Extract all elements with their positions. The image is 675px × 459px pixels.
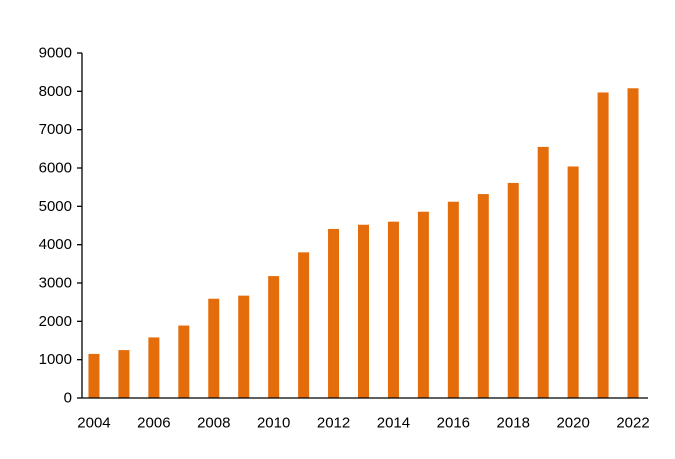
y-tick-label-4000: 4000: [39, 236, 72, 253]
bar-2009: [238, 295, 250, 398]
x-tick-label-2008: 2008: [197, 415, 230, 432]
x-axis: 2004 2006 2008 2010 2012 2014 2016 2018 2020 2022: [77, 397, 650, 432]
bar-2011: [298, 252, 310, 398]
y-axis: 0 1000 2000 3000 4000 5000 6000 7000 8000 9000: [39, 45, 83, 407]
y-tick-label-9000: 9000: [39, 45, 72, 62]
x-tick-label-2010: 2010: [257, 415, 290, 432]
bar-2022: [627, 88, 639, 399]
bar-2005: [118, 350, 130, 398]
bar-2010: [268, 276, 280, 398]
x-tick-label-2022: 2022: [616, 415, 649, 432]
y-tick-label-2000: 2000: [39, 313, 72, 330]
bar-2017: [477, 194, 489, 398]
y-tick-label-7000: 7000: [39, 121, 72, 138]
bars-group: [88, 88, 639, 399]
y-tick-label-3000: 3000: [39, 275, 72, 292]
x-tick-label-2018: 2018: [497, 415, 530, 432]
bar-2008: [208, 298, 220, 398]
y-tick-label-1000: 1000: [39, 351, 72, 368]
x-tick-label-2012: 2012: [317, 415, 350, 432]
y-tick-label-6000: 6000: [39, 160, 72, 177]
x-tick-label-2016: 2016: [437, 415, 470, 432]
bar-2018: [507, 182, 519, 398]
bar-2006: [148, 337, 160, 398]
y-tick-label-0: 0: [64, 390, 72, 407]
bar-2016: [447, 201, 459, 398]
bar-2007: [178, 325, 190, 398]
bar-2013: [358, 224, 369, 398]
x-tick-label-2004: 2004: [77, 415, 110, 432]
y-tick-label-5000: 5000: [39, 198, 72, 215]
x-tick-label-2006: 2006: [137, 415, 170, 432]
bar-2014: [387, 221, 399, 398]
x-tick-label-2020: 2020: [556, 415, 589, 432]
bar-2015: [417, 211, 429, 398]
bar-2020: [567, 166, 579, 398]
x-tick-label-2014: 2014: [377, 415, 410, 432]
bar-2004: [88, 353, 100, 398]
bar-2012: [328, 228, 340, 398]
bar-2021: [597, 92, 609, 398]
bar-2019: [537, 146, 549, 398]
y-tick-label-8000: 8000: [39, 83, 72, 100]
